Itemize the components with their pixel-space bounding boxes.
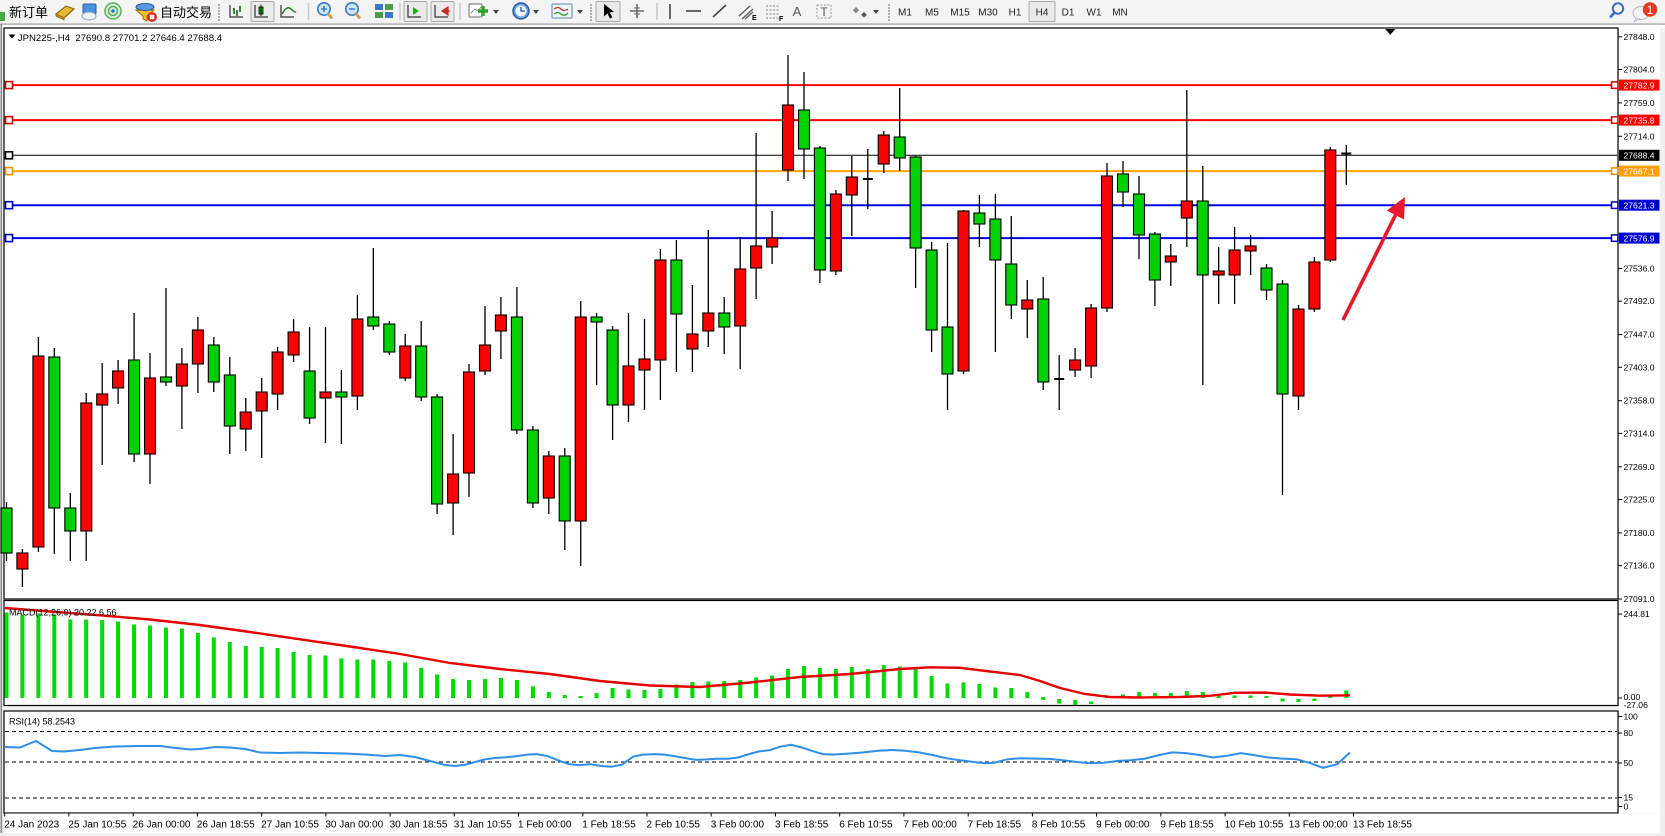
svg-text:F: F [779, 16, 784, 23]
svg-text:27 Jan 10:55: 27 Jan 10:55 [261, 819, 319, 830]
svg-text:244.81: 244.81 [1624, 609, 1651, 619]
svg-text:27492.0: 27492.0 [1624, 296, 1655, 306]
svg-text:1 Feb 00:00: 1 Feb 00:00 [518, 819, 572, 830]
svg-text:3 Feb 00:00: 3 Feb 00:00 [711, 819, 765, 830]
svg-text:MN: MN [1112, 8, 1128, 19]
svg-text:31 Jan 10:55: 31 Jan 10:55 [454, 819, 512, 830]
svg-text:T: T [820, 5, 828, 19]
svg-text:1 Feb 18:55: 1 Feb 18:55 [582, 819, 636, 830]
svg-text:2 Feb 10:55: 2 Feb 10:55 [647, 819, 701, 830]
svg-text:M15: M15 [950, 8, 970, 19]
svg-text:0: 0 [1624, 802, 1629, 812]
svg-text:27358.0: 27358.0 [1624, 396, 1655, 406]
svg-text:9 Feb 18:55: 9 Feb 18:55 [1160, 819, 1214, 830]
svg-text:新订单: 新订单 [9, 5, 48, 20]
svg-text:27667.1: 27667.1 [1624, 166, 1655, 176]
svg-text:13 Feb 00:00: 13 Feb 00:00 [1289, 819, 1348, 830]
svg-text:27536.0: 27536.0 [1624, 264, 1655, 274]
svg-text:A: A [793, 4, 802, 19]
svg-text:27714.0: 27714.0 [1624, 131, 1655, 141]
svg-text:30 Jan 18:55: 30 Jan 18:55 [390, 819, 448, 830]
svg-text:0.00: 0.00 [1624, 692, 1641, 702]
svg-text:27621.3: 27621.3 [1624, 200, 1655, 210]
svg-text:M30: M30 [978, 8, 998, 19]
svg-text:27225.0: 27225.0 [1624, 494, 1655, 504]
svg-text:H1: H1 [1009, 8, 1022, 19]
svg-text:80: 80 [1624, 728, 1634, 738]
svg-text:自动交易: 自动交易 [160, 5, 212, 20]
svg-text:27314.0: 27314.0 [1624, 428, 1655, 438]
svg-text:1: 1 [1647, 3, 1654, 17]
svg-text:M1: M1 [898, 8, 912, 19]
svg-text:9 Feb 00:00: 9 Feb 00:00 [1096, 819, 1150, 830]
svg-text:8 Feb 10:55: 8 Feb 10:55 [1032, 819, 1086, 830]
svg-text:RSI(14) 58.2543: RSI(14) 58.2543 [9, 717, 75, 727]
svg-text:W1: W1 [1087, 8, 1102, 19]
svg-text:27269.0: 27269.0 [1624, 462, 1655, 472]
svg-text:7 Feb 00:00: 7 Feb 00:00 [903, 819, 957, 830]
svg-text:27091.0: 27091.0 [1624, 594, 1655, 604]
svg-text:6 Feb 10:55: 6 Feb 10:55 [839, 819, 893, 830]
svg-text:27180.0: 27180.0 [1624, 528, 1655, 538]
svg-text:26 Jan 18:55: 26 Jan 18:55 [197, 819, 255, 830]
svg-text:10 Feb 10:55: 10 Feb 10:55 [1225, 819, 1284, 830]
svg-text:25 Jan 10:55: 25 Jan 10:55 [68, 819, 126, 830]
svg-text:30 Jan 00:00: 30 Jan 00:00 [325, 819, 383, 830]
svg-text:27848.0: 27848.0 [1624, 32, 1655, 42]
svg-text:E: E [752, 15, 757, 22]
svg-text:27576.9: 27576.9 [1624, 233, 1655, 243]
svg-text:M5: M5 [925, 8, 939, 19]
svg-text:24 Jan 2023: 24 Jan 2023 [4, 819, 59, 830]
svg-text:3 Feb 18:55: 3 Feb 18:55 [775, 819, 829, 830]
svg-text:27447.0: 27447.0 [1624, 330, 1655, 340]
svg-text:100: 100 [1624, 712, 1639, 722]
svg-text:27403.0: 27403.0 [1624, 362, 1655, 372]
svg-text:50: 50 [1624, 758, 1634, 768]
svg-text:H4: H4 [1036, 8, 1049, 19]
svg-text:MACD(12,26,9) 20.22 6.56: MACD(12,26,9) 20.22 6.56 [9, 608, 117, 618]
svg-text:15: 15 [1624, 793, 1634, 803]
svg-text:27804.0: 27804.0 [1624, 64, 1655, 74]
svg-text:27782.9: 27782.9 [1624, 80, 1655, 90]
svg-text:26 Jan 00:00: 26 Jan 00:00 [133, 819, 191, 830]
svg-text:D1: D1 [1062, 8, 1075, 19]
svg-text:7 Feb 18:55: 7 Feb 18:55 [968, 819, 1022, 830]
svg-text:27759.0: 27759.0 [1624, 98, 1655, 108]
svg-text:27136.0: 27136.0 [1624, 561, 1655, 571]
svg-text:27735.8: 27735.8 [1624, 115, 1655, 125]
svg-text:27688.4: 27688.4 [1624, 151, 1655, 161]
svg-text:JPN225-,H4 27690.8 27701.2 27: JPN225-,H4 27690.8 27701.2 27646.4 27688… [18, 33, 223, 44]
svg-text:13 Feb 18:55: 13 Feb 18:55 [1353, 819, 1412, 830]
svg-text:-27.06: -27.06 [1624, 700, 1649, 710]
